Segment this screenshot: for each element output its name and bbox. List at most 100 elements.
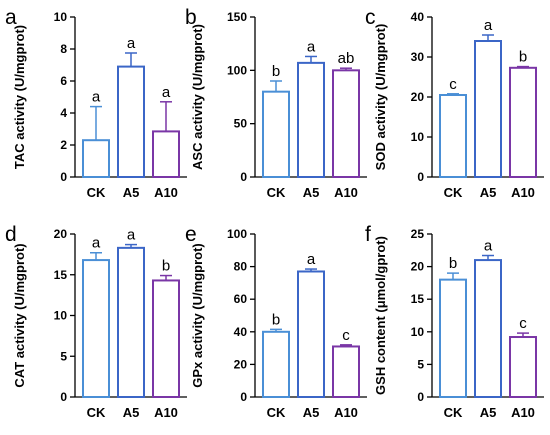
bar-A5 bbox=[117, 246, 145, 398]
x-tick-label: A10 bbox=[511, 185, 535, 200]
y-tick-label: 2 bbox=[60, 138, 67, 152]
y-tick-label: 10 bbox=[411, 130, 425, 144]
x-tick-label: CK bbox=[444, 405, 463, 420]
significance-letter: a bbox=[484, 17, 493, 34]
y-tick-label: 0 bbox=[417, 170, 424, 184]
y-tick-label: 20 bbox=[411, 90, 425, 104]
y-tick-label: 6 bbox=[60, 74, 67, 88]
y-tick-label: 8 bbox=[60, 42, 67, 56]
y-axis-label: GSH content (μmol/gprot) bbox=[373, 236, 388, 395]
x-tick-label: CK bbox=[444, 185, 463, 200]
x-tick-label: CK bbox=[267, 185, 286, 200]
bar-A10 bbox=[509, 336, 537, 398]
significance-letter: b bbox=[272, 311, 280, 328]
y-axis-label: CAT activity (U/mgprot) bbox=[12, 243, 27, 387]
significance-letter: c bbox=[519, 315, 527, 332]
significance-letter: a bbox=[127, 35, 136, 52]
y-tick-label: 0 bbox=[60, 170, 67, 184]
significance-letter: c bbox=[342, 327, 350, 344]
y-tick-label: 40 bbox=[234, 325, 248, 339]
y-tick-label: 0 bbox=[417, 390, 424, 404]
y-axis-label: ASC activity (U/mgprot) bbox=[190, 24, 205, 170]
bar-A10 bbox=[332, 69, 360, 178]
bar-A5 bbox=[297, 61, 325, 178]
y-tick-label: 0 bbox=[60, 390, 67, 404]
x-tick-label: A5 bbox=[480, 185, 497, 200]
panel-letter: b bbox=[185, 6, 197, 29]
panel-letter: c bbox=[365, 6, 376, 29]
y-tick-label: 15 bbox=[54, 268, 68, 282]
y-axis-label: GPx activity (U/mgprot) bbox=[190, 243, 205, 387]
y-tick-label: 20 bbox=[234, 357, 248, 371]
bar-CK bbox=[82, 139, 110, 178]
y-tick-label: 5 bbox=[417, 357, 424, 371]
x-tick-label: A5 bbox=[303, 405, 320, 420]
bar-A5 bbox=[297, 270, 325, 398]
significance-letter: b bbox=[449, 255, 457, 272]
bar-A10 bbox=[509, 66, 537, 178]
x-tick-label: A5 bbox=[303, 185, 320, 200]
bar-CK bbox=[439, 278, 467, 399]
panel-letter: d bbox=[5, 223, 17, 246]
y-tick-label: 60 bbox=[234, 292, 248, 306]
bar-CK bbox=[262, 90, 290, 178]
y-tick-label: 30 bbox=[411, 50, 425, 64]
bar-A10 bbox=[332, 345, 360, 398]
y-tick-label: 4 bbox=[60, 106, 67, 120]
significance-letter: a bbox=[92, 235, 101, 252]
y-tick-label: 20 bbox=[54, 227, 68, 241]
y-tick-label: 10 bbox=[54, 309, 68, 323]
significance-letter: a bbox=[307, 38, 316, 55]
bar-A5 bbox=[474, 259, 502, 398]
bar-A5 bbox=[474, 40, 502, 178]
y-tick-label: 100 bbox=[227, 63, 247, 77]
panel-letter: f bbox=[365, 223, 371, 246]
x-tick-label: A5 bbox=[480, 405, 497, 420]
significance-letter: a bbox=[307, 251, 316, 268]
bar-CK bbox=[262, 330, 290, 398]
y-tick-label: 50 bbox=[234, 117, 248, 131]
x-tick-label: A5 bbox=[123, 185, 140, 200]
y-tick-label: 10 bbox=[411, 325, 425, 339]
y-tick-label: 0 bbox=[240, 390, 247, 404]
significance-letter: a bbox=[92, 89, 101, 106]
bar-A10 bbox=[152, 130, 180, 178]
x-tick-label: A10 bbox=[154, 405, 178, 420]
y-tick-label: 25 bbox=[411, 227, 425, 241]
y-tick-label: 100 bbox=[227, 227, 247, 241]
significance-letter: c bbox=[449, 76, 457, 93]
bar-A10 bbox=[152, 279, 180, 398]
significance-letter: a bbox=[162, 84, 171, 101]
significance-letter: b bbox=[272, 63, 280, 80]
x-tick-label: A10 bbox=[334, 405, 358, 420]
significance-letter: a bbox=[127, 227, 136, 244]
y-tick-label: 10 bbox=[54, 10, 68, 24]
bar-CK bbox=[82, 259, 110, 398]
y-axis-label: TAC activity (U/mgprot) bbox=[12, 25, 27, 169]
y-tick-label: 150 bbox=[227, 10, 247, 24]
x-tick-label: A5 bbox=[123, 405, 140, 420]
significance-letter: ab bbox=[338, 50, 355, 67]
y-tick-label: 0 bbox=[240, 170, 247, 184]
bar-CK bbox=[439, 94, 467, 178]
y-tick-label: 20 bbox=[411, 260, 425, 274]
significance-letter: b bbox=[162, 258, 170, 275]
x-tick-label: CK bbox=[87, 185, 106, 200]
bar-A5 bbox=[117, 65, 145, 178]
x-tick-label: CK bbox=[87, 405, 106, 420]
x-tick-label: A10 bbox=[511, 405, 535, 420]
y-tick-label: 40 bbox=[411, 10, 425, 24]
y-tick-label: 5 bbox=[60, 349, 67, 363]
panel-letter: e bbox=[185, 223, 197, 246]
x-tick-label: A10 bbox=[334, 185, 358, 200]
y-axis-label: SOD activity (U/mgprot) bbox=[373, 24, 388, 171]
y-tick-label: 80 bbox=[234, 260, 248, 274]
y-tick-label: 15 bbox=[411, 292, 425, 306]
